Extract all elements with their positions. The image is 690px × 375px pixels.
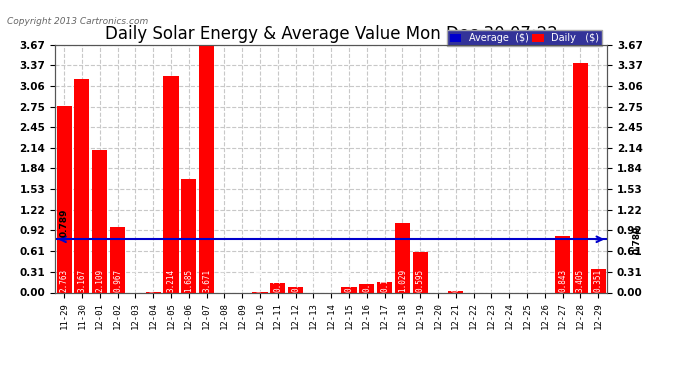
Text: 3.405: 3.405 [576, 269, 585, 292]
Text: 0.000: 0.000 [326, 269, 336, 292]
Bar [395, 223, 410, 292]
Text: 0.141: 0.141 [273, 269, 282, 292]
Text: 1.685: 1.685 [184, 269, 193, 292]
Bar [110, 227, 125, 292]
Text: 2.763: 2.763 [59, 269, 68, 292]
Bar [413, 252, 428, 292]
Text: 0.014: 0.014 [255, 269, 264, 292]
Bar [92, 150, 107, 292]
Text: 0.000: 0.000 [487, 269, 496, 292]
Text: 0.595: 0.595 [416, 269, 425, 292]
Text: 0.000: 0.000 [131, 269, 140, 292]
Title: Daily Solar Energy & Average Value Mon Dec 30 07:22: Daily Solar Energy & Average Value Mon D… [105, 26, 558, 44]
Bar [377, 282, 392, 292]
Legend: Average  ($), Daily   ($): Average ($), Daily ($) [447, 30, 602, 46]
Text: 1.029: 1.029 [398, 269, 407, 292]
Text: 0.011: 0.011 [148, 269, 157, 292]
Bar [57, 106, 72, 292]
Bar [253, 291, 268, 292]
Text: 0.000: 0.000 [522, 269, 531, 292]
Text: 3.671: 3.671 [202, 269, 211, 292]
Bar [359, 284, 375, 292]
Text: 0.084: 0.084 [344, 269, 353, 292]
Text: 3.214: 3.214 [166, 269, 175, 292]
Bar [199, 45, 214, 292]
Text: 0.843: 0.843 [558, 269, 567, 292]
Text: 0.017: 0.017 [451, 269, 460, 292]
Text: 0.000: 0.000 [505, 269, 514, 292]
Text: 3.167: 3.167 [77, 269, 86, 292]
Text: 0.000: 0.000 [540, 269, 549, 292]
Text: 0.000: 0.000 [433, 269, 442, 292]
Text: Copyright 2013 Cartronics.com: Copyright 2013 Cartronics.com [7, 17, 148, 26]
Bar [448, 291, 464, 292]
Text: 0.789: 0.789 [633, 225, 642, 254]
Text: 0.000: 0.000 [220, 269, 229, 292]
Bar [555, 236, 570, 292]
Bar [573, 63, 588, 292]
Text: 0.000: 0.000 [309, 269, 318, 292]
Text: 0.153: 0.153 [380, 269, 389, 292]
Text: 0.081: 0.081 [291, 269, 300, 292]
Bar [270, 283, 286, 292]
Text: 0.351: 0.351 [594, 269, 603, 292]
Bar [288, 287, 303, 292]
Bar [75, 79, 90, 292]
Text: 2.109: 2.109 [95, 269, 104, 292]
Text: 0.000: 0.000 [469, 269, 478, 292]
Bar [181, 179, 197, 292]
Bar [342, 287, 357, 292]
Bar [164, 76, 179, 292]
Text: 0.125: 0.125 [362, 269, 371, 292]
Text: 0.000: 0.000 [237, 269, 246, 292]
Bar [591, 269, 606, 292]
Text: 0.789: 0.789 [59, 209, 68, 237]
Text: 0.967: 0.967 [113, 269, 122, 292]
